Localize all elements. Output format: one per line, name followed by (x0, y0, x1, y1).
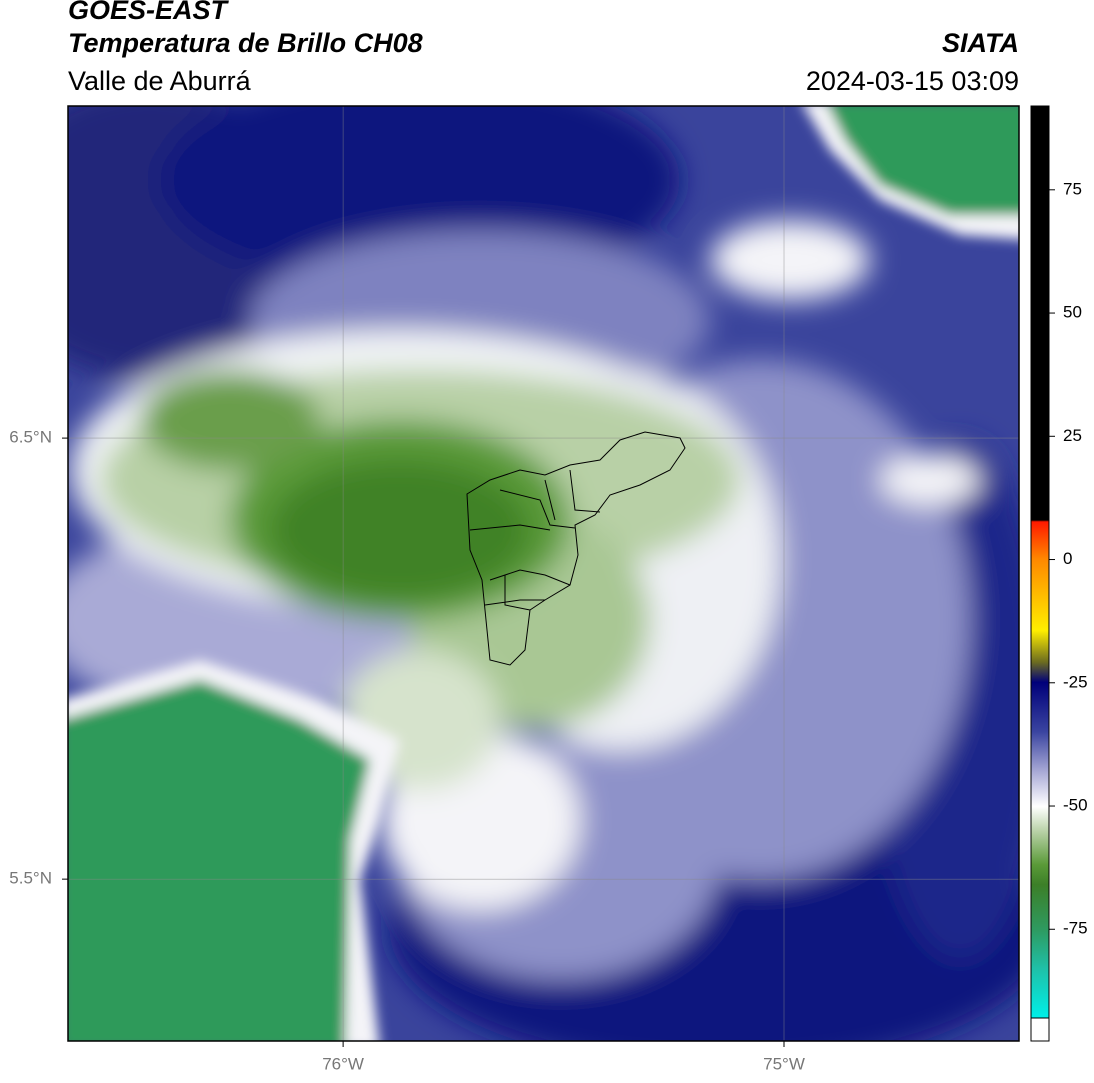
source: SIATA (942, 28, 1019, 58)
colorbar (1031, 106, 1049, 1018)
colorbar-extension (1030, 1017, 1050, 1042)
satellite-image (68, 106, 1019, 1041)
y-tick-label: 6.5°N (9, 428, 52, 447)
colorbar-frame (1030, 105, 1050, 1042)
colorbar-tick-label: 50 (1063, 303, 1082, 322)
map-frame (67, 105, 1020, 1042)
valley-outline (466, 431, 686, 666)
colorbar-tick-label: 75 (1063, 179, 1082, 198)
colorbar-tick-label: 25 (1063, 426, 1082, 445)
subtitle: Temperatura de Brillo CH08 (68, 28, 423, 58)
colorbar-tick-label: 0 (1063, 549, 1072, 568)
y-tick-label: 5.5°N (9, 869, 52, 888)
region: Valle de Aburrá (68, 66, 252, 96)
x-tick-label: 76°W (322, 1054, 364, 1073)
datetime: 2024-03-15 03:09 (806, 66, 1019, 96)
x-tick-label: 75°W (763, 1054, 805, 1073)
colorbar-tick-label: -50 (1063, 796, 1088, 815)
title: GOES-EAST (68, 0, 230, 25)
colorbar-tick-label: -25 (1063, 672, 1088, 691)
colorbar-tick-label: -75 (1063, 919, 1088, 938)
